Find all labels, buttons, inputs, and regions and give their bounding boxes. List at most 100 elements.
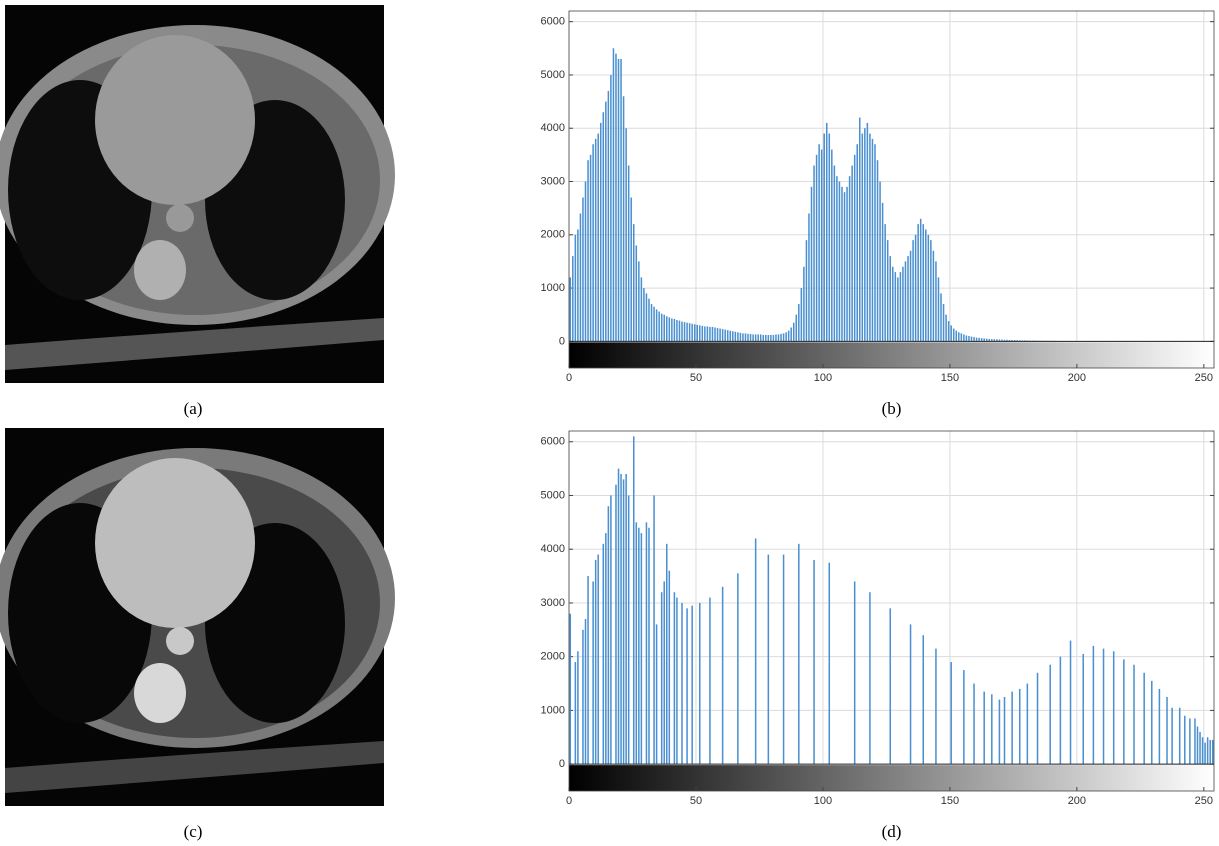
bar — [1201, 737, 1204, 765]
bar — [620, 473, 622, 765]
ct-image-a — [0, 5, 395, 383]
bar — [676, 320, 678, 342]
bar — [668, 570, 671, 765]
bar — [640, 277, 643, 342]
bar — [909, 250, 912, 342]
bar — [645, 293, 648, 342]
bar — [866, 122, 869, 342]
bar — [808, 213, 810, 342]
bar — [874, 144, 876, 342]
bar — [848, 176, 851, 342]
bar — [922, 224, 925, 342]
bar — [950, 325, 952, 342]
bar — [798, 304, 800, 342]
bar — [876, 160, 879, 342]
bar — [853, 154, 856, 342]
bar — [627, 495, 630, 765]
bar — [851, 165, 853, 342]
x-tick-label: 100 — [814, 372, 832, 384]
bar — [744, 333, 747, 342]
bar — [945, 314, 947, 342]
bar — [1008, 339, 1011, 342]
bar — [610, 74, 612, 342]
bar — [635, 245, 638, 342]
bar — [828, 562, 831, 765]
bar — [759, 334, 762, 342]
bar — [991, 339, 993, 342]
bar — [1199, 731, 1201, 765]
bar — [899, 272, 902, 342]
bar — [772, 334, 775, 342]
bar — [569, 613, 572, 765]
bar — [1215, 737, 1217, 764]
bars — [569, 48, 1123, 342]
bar — [825, 122, 828, 342]
bar — [648, 298, 650, 342]
bar — [688, 323, 691, 342]
bar — [925, 229, 927, 342]
y-tick-label: 3000 — [541, 175, 565, 187]
bar — [978, 337, 980, 342]
y-tick-label: 4000 — [541, 543, 565, 555]
bar — [998, 339, 1001, 342]
bar — [871, 138, 874, 342]
bar — [879, 181, 881, 342]
bar — [1151, 680, 1153, 765]
bar — [1011, 340, 1013, 342]
bar — [843, 192, 846, 342]
bar — [610, 495, 612, 765]
plot-area — [569, 431, 1214, 791]
plot-area — [569, 11, 1214, 368]
bar — [663, 581, 665, 765]
x-tick-label: 50 — [690, 795, 702, 807]
bar — [884, 224, 886, 342]
bar — [940, 293, 942, 342]
bar — [983, 691, 985, 765]
bar — [765, 334, 767, 342]
bar — [858, 117, 861, 342]
bar — [643, 288, 645, 342]
bar — [599, 122, 602, 342]
bar — [935, 648, 937, 765]
bar — [683, 322, 686, 342]
bar — [691, 605, 693, 765]
bar — [754, 538, 757, 765]
bar — [579, 213, 582, 342]
bar — [721, 586, 724, 765]
x-tick-label: 100 — [814, 795, 832, 807]
bar — [968, 336, 970, 342]
bar — [798, 543, 800, 765]
bar — [894, 272, 897, 342]
bar — [996, 339, 998, 342]
bar — [988, 338, 991, 342]
bar — [617, 58, 620, 342]
bar — [704, 326, 706, 342]
bar — [648, 527, 650, 765]
bar — [800, 288, 803, 342]
bar — [737, 332, 739, 342]
bar — [653, 306, 655, 342]
bar — [605, 101, 607, 342]
bar — [833, 165, 836, 342]
bar — [930, 240, 932, 342]
x-tick-label: 150 — [941, 372, 959, 384]
bar — [762, 334, 765, 342]
bar — [635, 522, 638, 765]
bar — [622, 479, 625, 765]
bar — [1217, 740, 1219, 764]
bar — [985, 338, 988, 342]
bar — [907, 256, 909, 342]
bar — [965, 335, 968, 342]
bar — [1178, 707, 1181, 765]
bar — [650, 304, 653, 342]
y-tick-label: 4000 — [541, 122, 565, 134]
bar — [1133, 664, 1135, 765]
colorbar — [569, 765, 1214, 791]
bar — [831, 149, 833, 342]
bar — [577, 651, 579, 765]
bar — [1209, 739, 1211, 765]
bar — [612, 48, 615, 342]
bar — [597, 133, 599, 342]
bar — [1092, 645, 1095, 765]
bar — [574, 234, 577, 342]
